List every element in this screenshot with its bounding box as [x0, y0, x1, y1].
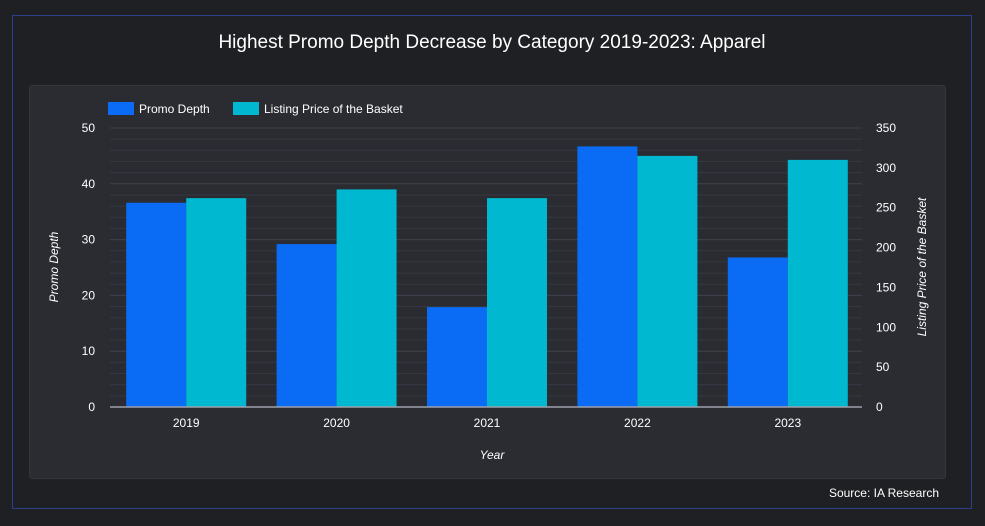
y2-tick-label: 0 — [876, 400, 883, 414]
x-tick-label: 2020 — [323, 416, 350, 430]
x-tick-label: 2021 — [474, 416, 501, 430]
bar-listing-price — [336, 189, 397, 407]
bar-listing-price — [186, 198, 247, 407]
y-tick-label: 50 — [82, 121, 96, 135]
source-note: Source: IA Research — [828, 486, 939, 500]
y-tick-label: 0 — [88, 400, 95, 414]
bar-promo-depth — [577, 146, 638, 407]
bar-promo-depth — [427, 307, 487, 407]
y-axis-title: Promo Depth — [47, 231, 61, 302]
bar-promo-depth — [727, 257, 788, 407]
legend-label-promo-depth: Promo Depth — [139, 102, 210, 116]
bar-listing-price — [637, 155, 698, 407]
chart-title: Highest Promo Depth Decrease by Category… — [218, 32, 766, 53]
y2-tick-label: 300 — [876, 161, 896, 175]
y-tick-label: 20 — [82, 288, 96, 302]
x-axis-title: Year — [480, 448, 506, 462]
y2-tick-label: 150 — [876, 280, 896, 294]
x-tick-label: 2019 — [173, 416, 200, 430]
legend-swatch-listing-price — [233, 102, 259, 115]
x-tick-label: 2023 — [774, 416, 801, 430]
bar-listing-price — [487, 198, 547, 407]
y2-axis-title: Listing Price of the Basket — [915, 197, 929, 336]
y-tick-label: 40 — [82, 177, 96, 191]
y2-tick-label: 250 — [876, 201, 896, 215]
y-tick-label: 10 — [82, 344, 96, 358]
y2-tick-label: 200 — [876, 241, 896, 255]
bar-promo-depth — [276, 244, 337, 407]
y2-tick-label: 50 — [876, 360, 890, 374]
legend-swatch-promo-depth — [108, 102, 134, 115]
x-tick-label: 2022 — [624, 416, 651, 430]
y2-tick-label: 350 — [876, 121, 896, 135]
bar-listing-price — [787, 159, 848, 407]
legend-label-listing-price: Listing Price of the Basket — [264, 102, 403, 116]
y-tick-label: 30 — [82, 233, 96, 247]
y2-tick-label: 100 — [876, 320, 896, 334]
bar-promo-depth — [126, 202, 187, 407]
